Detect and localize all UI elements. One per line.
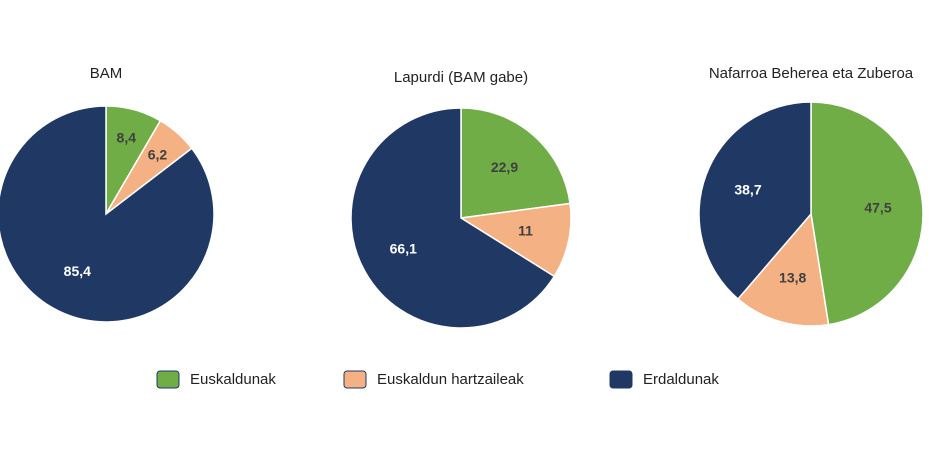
- pie-title: Nafarroa Beherea eta Zuberoa: [709, 65, 914, 82]
- data-label: 13,8: [779, 269, 806, 285]
- legend-label: Euskaldun hartzaileak: [377, 371, 524, 388]
- pie-title: BAM: [90, 65, 123, 82]
- legend-swatch: [156, 370, 180, 389]
- legend-swatch: [343, 370, 367, 389]
- legend-label: Erdaldunak: [643, 371, 719, 388]
- data-label: 22,9: [491, 159, 518, 175]
- pie-slice: [460, 107, 571, 219]
- data-label: 11: [518, 223, 533, 239]
- data-label: 66,1: [390, 241, 417, 257]
- pie-slice: [810, 101, 924, 326]
- pie-title: Lapurdi (BAM gabe): [394, 69, 528, 86]
- pie-slice: [350, 107, 556, 329]
- pie-slice: [458, 202, 572, 278]
- data-label: 6,2: [148, 146, 168, 162]
- legend-swatch: [609, 370, 633, 389]
- pie-slice: [698, 101, 812, 300]
- data-label: 85,4: [64, 263, 91, 279]
- legend-label: Euskaldunak: [190, 371, 276, 388]
- data-label: 38,7: [734, 181, 761, 197]
- pie-slice: [0, 105, 215, 323]
- data-label: 8,4: [117, 130, 137, 146]
- pie-slice: [736, 212, 830, 327]
- data-label: 47,5: [864, 199, 891, 215]
